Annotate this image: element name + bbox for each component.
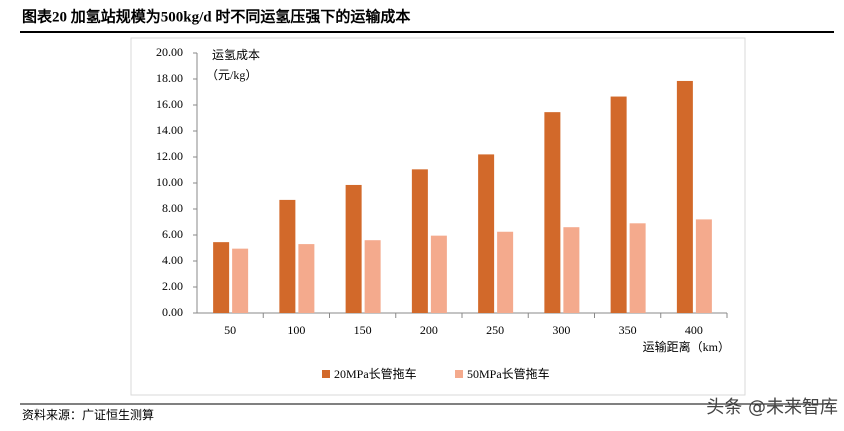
legend-label: 20MPa长管拖车: [334, 366, 417, 381]
y-tick-label: 2.00: [162, 279, 183, 293]
legend-swatch: [455, 370, 463, 378]
bar: [411, 169, 428, 313]
bar: [676, 80, 693, 313]
y-tick-label: 4.00: [162, 253, 183, 267]
y-axis-title: 运氢成本: [212, 47, 260, 62]
legend-label: 50MPa长管拖车: [467, 366, 550, 381]
x-tick-label: 150: [354, 323, 372, 337]
x-tick-label: 100: [287, 323, 305, 337]
y-tick-label: 16.00: [156, 97, 183, 111]
y-tick-label: 14.00: [156, 123, 183, 137]
bar: [298, 244, 315, 313]
y-tick-label: 0.00: [162, 305, 183, 319]
bar: [544, 112, 561, 314]
bar: [345, 184, 362, 313]
watermark: 头条 @未来智库: [706, 397, 838, 418]
x-tick-label: 200: [420, 323, 438, 337]
bar: [629, 223, 646, 313]
bar: [232, 248, 249, 313]
y-tick-label: 10.00: [156, 175, 183, 189]
x-tick-label: 400: [685, 323, 703, 337]
y-tick-label: 18.00: [156, 71, 183, 85]
bar: [279, 199, 296, 313]
y-tick-label: 8.00: [162, 201, 183, 215]
bar: [610, 96, 627, 313]
bar: [563, 227, 580, 313]
bar: [478, 154, 495, 313]
x-tick-label: 300: [552, 323, 570, 337]
chart-frame: [130, 37, 746, 396]
bar: [695, 219, 712, 313]
y-axis-unit: （元/kg）: [206, 68, 257, 82]
y-tick-label: 6.00: [162, 227, 183, 241]
bar: [213, 242, 230, 313]
x-tick-label: 250: [486, 323, 504, 337]
bar: [430, 235, 447, 313]
y-tick-label: 12.00: [156, 149, 183, 163]
bar: [497, 231, 514, 313]
legend-swatch: [322, 370, 330, 378]
x-tick-label: 350: [619, 323, 637, 337]
y-tick-label: 20.00: [156, 45, 183, 59]
source: 资料来源：广证恒生测算: [22, 407, 154, 422]
title: 图表20 加氢站规模为500kg/d 时不同运氢压强下的运输成本: [22, 7, 410, 25]
x-axis-title: 运输距离（km）: [643, 339, 730, 354]
bar: [364, 240, 381, 313]
x-tick-label: 50: [224, 323, 236, 337]
